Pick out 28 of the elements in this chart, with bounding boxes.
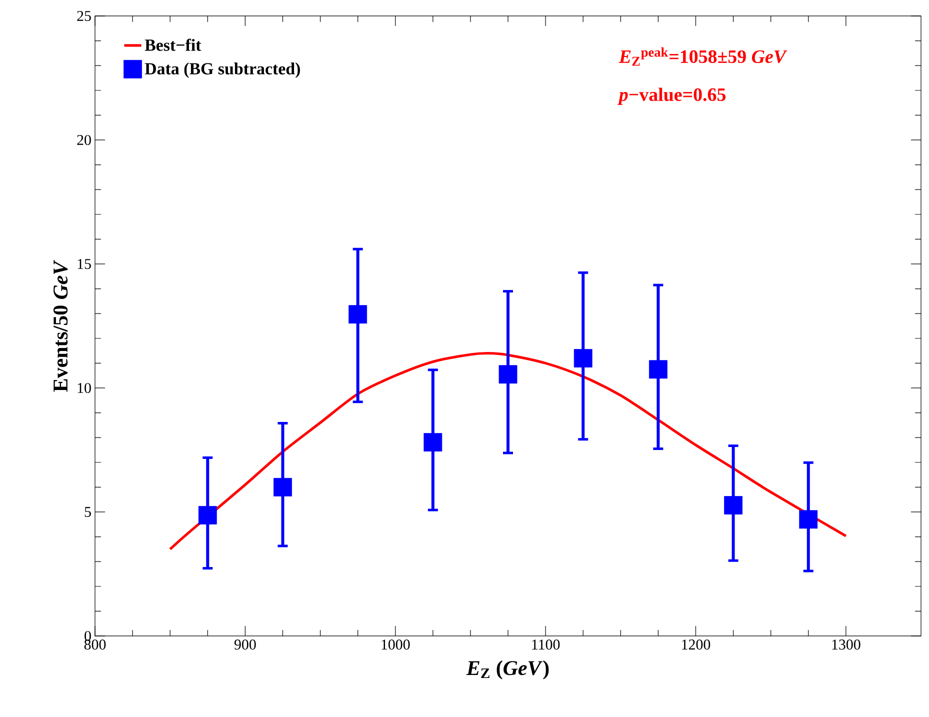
point bbox=[498, 365, 518, 384]
legend-label: Best−fit bbox=[144, 38, 202, 51]
y-tick-label: 10 bbox=[78, 382, 91, 394]
x-tick-label: 1300 bbox=[832, 640, 860, 650]
point bbox=[648, 360, 668, 379]
x-tick-label: 1100 bbox=[532, 640, 560, 650]
x-tick-label: 1000 bbox=[382, 640, 410, 650]
x-axis-title: E$_{Z}$ (GeV) bbox=[466, 660, 549, 680]
point bbox=[574, 349, 592, 368]
y-axis-title: Events/50 GeV bbox=[53, 260, 68, 392]
y-tick-label: 15 bbox=[78, 258, 91, 269]
x-tick-label: 900 bbox=[234, 640, 256, 650]
point bbox=[799, 510, 818, 529]
point bbox=[274, 478, 292, 496]
y-tick-label: 5 bbox=[84, 507, 91, 517]
annotation: E$_{Z}$$^{peak}$=1058±59 GeV bbox=[618, 47, 788, 66]
point bbox=[724, 496, 742, 514]
point bbox=[348, 305, 368, 324]
point bbox=[198, 506, 217, 524]
legend-label: Data (BG subtracted) bbox=[144, 62, 300, 78]
y-tick-label: 25 bbox=[77, 10, 91, 21]
y-tick-label: 0 bbox=[84, 630, 91, 642]
point bbox=[424, 433, 442, 452]
annotation: p−value=0.65 bbox=[618, 88, 726, 105]
y-tick-label: 20 bbox=[77, 134, 91, 146]
x-tick-label: 800 bbox=[84, 640, 106, 650]
line-series bbox=[168, 352, 848, 550]
x-tick-label: 1200 bbox=[682, 640, 710, 650]
